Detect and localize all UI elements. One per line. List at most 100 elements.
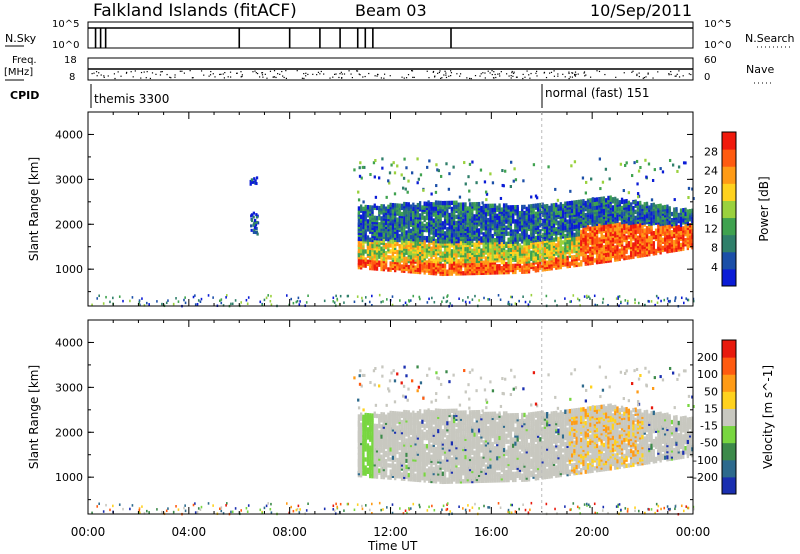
power-cell <box>527 234 531 240</box>
power-cell <box>399 299 401 302</box>
power-cell <box>489 231 492 237</box>
power-cell <box>654 228 658 233</box>
power-cell <box>554 299 556 303</box>
nave-point <box>189 70 191 72</box>
power-cell <box>555 227 558 232</box>
velocity-cell <box>357 428 361 433</box>
power-cell <box>505 261 508 267</box>
power-cell <box>387 255 390 260</box>
power-cell <box>632 212 635 217</box>
power-cell <box>489 256 492 261</box>
power-cell <box>552 219 556 224</box>
power-cell <box>548 205 551 211</box>
power-cell <box>375 266 379 271</box>
power-cell <box>564 213 567 219</box>
power-cell <box>632 254 635 259</box>
power-cell <box>514 205 517 210</box>
nave-point <box>320 70 322 73</box>
power-cell <box>482 215 485 221</box>
power-cell <box>489 223 492 229</box>
nave-point <box>433 76 436 78</box>
nave-point <box>240 76 242 78</box>
nave-point <box>647 72 649 74</box>
power-cell <box>616 254 619 260</box>
power-cell <box>675 225 678 230</box>
velocity-cell <box>364 437 367 442</box>
power-cell <box>584 253 587 258</box>
power-cell <box>507 251 510 257</box>
power-cell <box>607 232 610 237</box>
velocity-cell <box>398 411 401 416</box>
power-cell <box>102 302 105 305</box>
power-cell <box>639 200 642 206</box>
power-cell <box>530 214 533 219</box>
power-cell <box>255 176 259 180</box>
nave-point <box>515 76 518 78</box>
power-cell <box>359 161 362 165</box>
nave-point <box>230 76 232 78</box>
power-cell <box>389 249 392 254</box>
power-cell <box>543 228 547 233</box>
nave-point <box>319 73 321 75</box>
velocity-cell <box>384 458 388 464</box>
power-cell <box>493 219 497 225</box>
power-cell <box>530 218 533 223</box>
power-cell <box>647 299 649 303</box>
power-cell <box>677 224 680 230</box>
power-cell <box>418 201 422 206</box>
power-cell <box>509 243 513 248</box>
power-cell <box>598 249 601 254</box>
power-cell <box>480 236 483 241</box>
power-cell <box>403 232 406 237</box>
power-cell <box>434 228 438 234</box>
power-cell <box>580 260 583 265</box>
cpid-row: CPID themis 3300 normal (fast) 151 <box>10 84 649 108</box>
power-cell <box>641 232 644 238</box>
power-cell <box>684 211 687 217</box>
power-cell <box>446 227 449 232</box>
power-cell <box>530 204 533 209</box>
nave-point <box>432 70 435 73</box>
nsky-tick-bottom: 10^0 <box>52 40 79 51</box>
nave-point <box>348 70 350 72</box>
power-cell <box>521 257 524 262</box>
power-cell <box>602 238 606 244</box>
colorbar-tick-label: 12 <box>704 222 718 235</box>
power-cell <box>670 217 674 223</box>
power-cell <box>632 234 635 239</box>
nave-point <box>407 74 410 76</box>
velocity-cell <box>382 472 385 478</box>
power-cell <box>493 264 497 269</box>
power-cell <box>684 223 687 229</box>
power-cell <box>568 261 572 266</box>
nave-point <box>241 74 243 76</box>
power-cell <box>545 294 548 298</box>
power-cell <box>532 163 536 167</box>
power-cell <box>432 230 435 235</box>
power-cell <box>362 224 365 230</box>
velocity-cell <box>373 423 376 429</box>
velocity-cell <box>405 442 408 447</box>
power-cell <box>410 171 414 175</box>
power-cell <box>428 297 430 301</box>
power-cell <box>297 296 300 300</box>
power-cell <box>645 201 649 207</box>
power-cell <box>674 299 676 303</box>
power-cell <box>406 303 408 307</box>
power-cell <box>518 233 522 238</box>
power-cell <box>464 182 467 186</box>
power-cell <box>479 168 483 172</box>
power-cell <box>664 204 667 210</box>
power-cell <box>691 212 694 218</box>
power-cell <box>468 214 472 219</box>
velocity-cell <box>391 455 395 460</box>
power-cell <box>471 208 474 213</box>
power-cell <box>332 296 335 300</box>
power-cell <box>566 239 569 245</box>
nave-point <box>583 71 586 73</box>
power-cell <box>577 217 581 223</box>
power-cell <box>417 177 421 181</box>
power-cell <box>441 221 444 226</box>
nave-point <box>341 77 343 79</box>
velocity-cell <box>387 438 390 444</box>
